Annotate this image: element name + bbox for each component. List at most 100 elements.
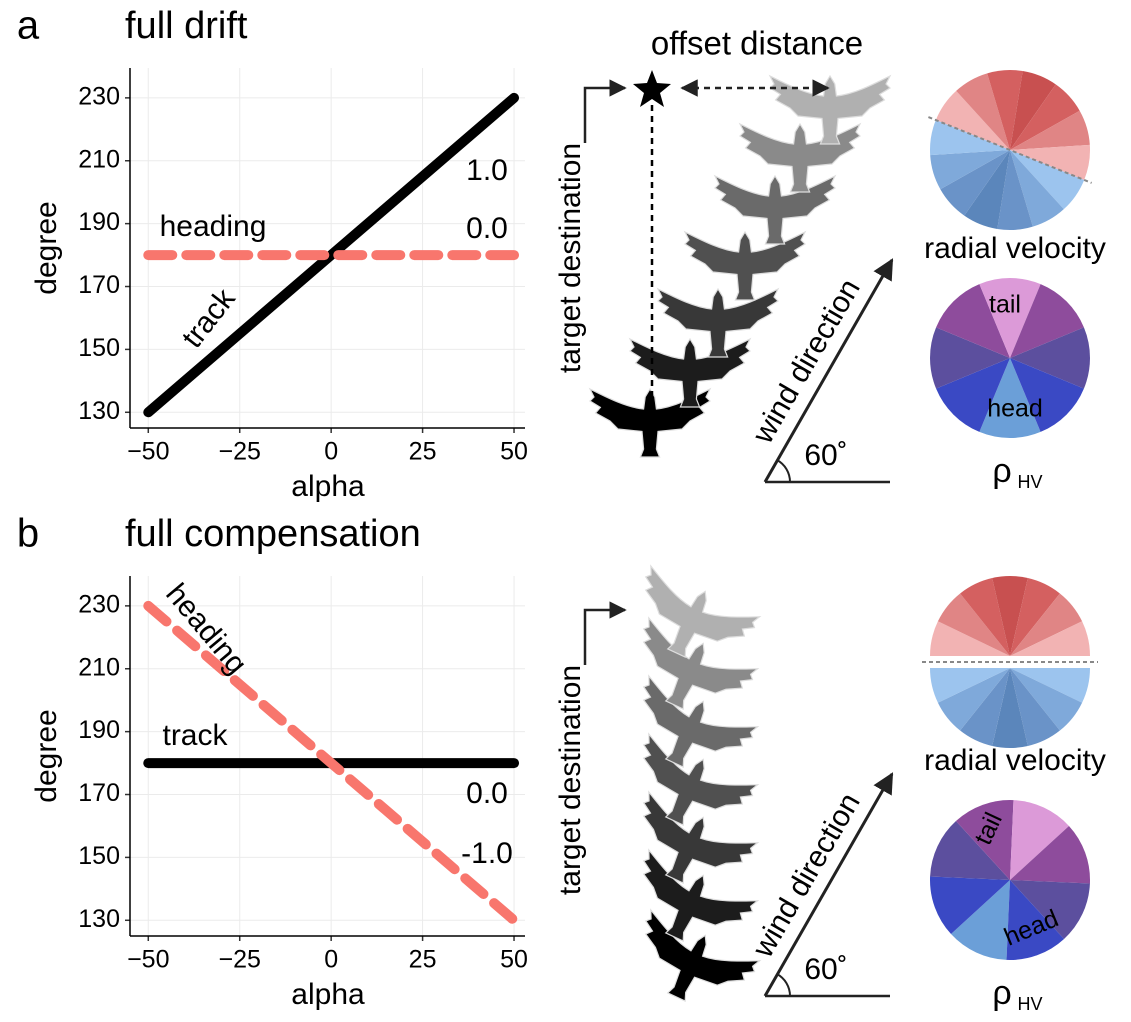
pie-wedge [1010,327,1091,389]
target-label: target destination [554,665,587,895]
pie-wedge [992,576,1028,656]
pie-wedge [1006,880,1065,960]
bird-silhouette [621,909,761,1022]
y-tick-label: 230 [78,590,120,618]
y-tick-label: 230 [78,82,120,110]
pie-wedge [1010,110,1090,150]
pie-wedge [960,578,1010,656]
pie-wedge [1010,71,1056,150]
pie-wedge [979,358,1041,438]
pie-wedge [1010,150,1064,227]
pie-wedge [1010,150,1085,210]
pie-wedge [1010,144,1090,180]
x-tick-label: 50 [500,946,528,974]
pie-wedge [960,668,1010,746]
y-tick-label: 170 [78,271,120,299]
angle-arc [776,973,792,997]
y-axis-label: degree [30,709,63,802]
pie-wedge [937,593,1010,656]
pie-wedge [1010,880,1090,939]
series-line [143,92,520,418]
bird-silhouette [769,75,891,145]
target-arrow [583,79,627,143]
pie-wedge [987,69,1023,150]
pie-wedge [930,621,1010,656]
wind-label: wind direction [746,788,867,964]
pie-wedge [936,284,1010,358]
line-label: heading [160,210,267,243]
rho-subscript: HV [1017,994,1042,1014]
x-tick-label: 0 [324,438,338,466]
y-tick-label: 210 [78,653,120,681]
x-tick-label: 25 [409,438,437,466]
pie-wedge [1010,593,1083,656]
target-label: target destination [554,143,587,373]
bird-silhouette [619,791,759,905]
star [633,70,671,107]
chart-title: full compensation [125,513,421,555]
x-tick-label: −25 [219,946,261,974]
chart-title: full drift [125,5,248,47]
slope-annotation: -1.0 [461,837,513,870]
y-tick-label: 150 [78,334,120,362]
line-label: track [162,719,228,752]
head-label: head [987,395,1043,423]
pie-wedge [1010,825,1090,884]
pie-wedge [1010,668,1083,731]
angle-label: 60˚ [804,953,847,986]
rho-label: ρ [992,974,1011,1012]
series-line [143,600,520,926]
slope-annotation: 1.0 [466,154,508,187]
y-tick-label: 190 [78,716,120,744]
y-tick-label: 170 [78,779,120,807]
pie-wedge [1010,578,1060,656]
pie-wedge [1010,668,1060,746]
bird-silhouette [619,849,759,963]
bird-silhouette [619,675,759,789]
wind-arrow [763,258,894,483]
pie-wedge [936,358,1010,432]
bird-silhouette [714,175,836,245]
slope-annotation: 0.0 [466,212,508,245]
split-line [928,116,1092,184]
pie-wedge [930,876,1010,935]
pie-wedge [937,668,1010,731]
pie-wedge [951,880,1010,960]
pie-wedge [979,277,1041,358]
y-tick-label: 130 [78,397,120,425]
x-tick-label: −50 [127,946,169,974]
pie-wedge [992,668,1028,748]
wind-arrow [763,772,894,997]
x-axis-label: alpha [291,978,365,1011]
pie-wedge [955,800,1014,880]
pie-wedge [997,150,1033,230]
y-tick-label: 190 [78,208,120,236]
x-axis-label: alpha [291,470,365,503]
rho-subscript: HV [1017,472,1042,492]
bird-silhouette [739,123,861,193]
x-tick-label: −50 [127,438,169,466]
pie-wedge [964,150,1010,229]
x-tick-label: 50 [500,438,528,466]
pie-wedge [1010,358,1084,432]
rho-label: ρ [992,452,1011,490]
velocity-label: radial velocity [924,744,1106,777]
pie-wedge [930,668,1010,703]
bird-silhouette [684,231,806,301]
x-tick-label: 25 [409,946,437,974]
pie-wedge [930,150,1010,190]
angle-arc [776,459,792,483]
pie-wedge [940,150,1010,216]
y-tick-label: 150 [78,842,120,870]
pie-wedge [1010,621,1090,656]
offset-label: offset distance [651,25,863,62]
bird-silhouette [619,733,759,847]
x-tick-label: −25 [219,438,261,466]
pie-wedge [1010,668,1090,703]
pie-wedge [1010,284,1084,358]
bird-silhouette [657,288,779,358]
angle-label: 60˚ [804,439,847,472]
tail-label: tail [989,291,1021,319]
y-axis-label: degree [30,201,63,294]
